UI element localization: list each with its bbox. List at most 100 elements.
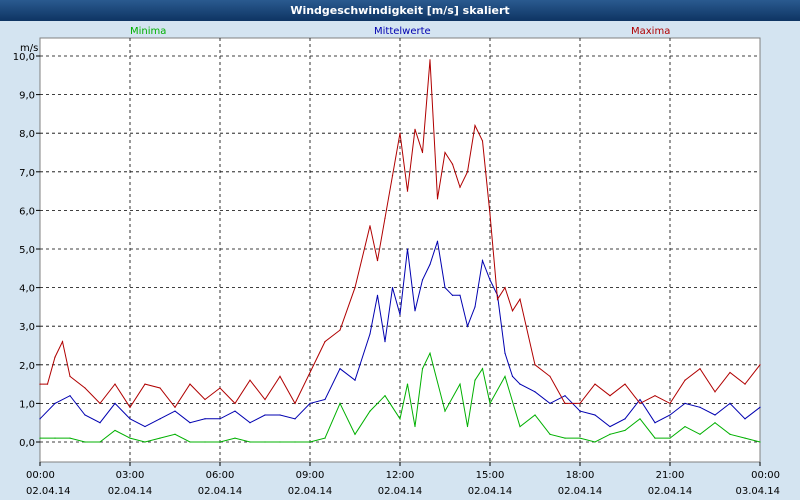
data-point — [519, 298, 521, 300]
data-point — [421, 279, 424, 281]
data-point — [519, 425, 521, 428]
series-points — [39, 59, 761, 443]
data-point — [466, 171, 469, 173]
y-axis: 0,0 1,0 2,0 3,0 4,0 5,0 6,0 7,0 8,0 9,0 10,0 — [13, 52, 40, 449]
data-point — [46, 383, 49, 385]
data-point — [534, 414, 536, 416]
data-point — [99, 422, 101, 424]
data-point — [744, 437, 746, 439]
data-point — [369, 225, 371, 227]
data-point — [204, 418, 206, 420]
data-point — [579, 402, 581, 404]
data-point — [669, 414, 671, 416]
data-point — [459, 186, 461, 188]
data-point — [399, 314, 401, 316]
data-point — [421, 151, 424, 154]
data-point — [729, 371, 731, 374]
data-point — [744, 383, 746, 385]
data-point — [489, 213, 491, 215]
data-point — [549, 375, 551, 377]
data-point — [279, 441, 281, 443]
data-point — [219, 418, 221, 420]
y-tick-label: 9,0 — [19, 91, 35, 102]
x-tick-date: 02.04.14 — [378, 486, 423, 497]
data-point — [609, 433, 611, 435]
data-point — [376, 294, 379, 296]
data-point — [264, 414, 266, 416]
data-point — [204, 398, 206, 401]
x-tick-time: 00:00 — [26, 470, 55, 481]
data-point — [669, 402, 671, 404]
data-point — [339, 368, 341, 370]
data-point — [294, 441, 296, 443]
data-point — [54, 356, 56, 358]
data-point — [384, 217, 386, 219]
data-point — [114, 402, 116, 404]
data-point — [339, 329, 341, 331]
data-point — [249, 422, 251, 424]
data-point — [429, 263, 431, 266]
legend-mean: Mittelwerte — [374, 26, 431, 37]
legend-maxima: Maxima — [631, 26, 671, 37]
x-tick-time: 00:00 — [751, 470, 780, 481]
data-point — [39, 383, 41, 385]
y-tick-label: 8,0 — [19, 129, 35, 140]
data-point — [504, 375, 506, 377]
data-point — [174, 406, 176, 408]
data-point — [99, 441, 101, 443]
y-tick-label: 4,0 — [19, 284, 35, 295]
data-point — [324, 341, 326, 343]
data-point — [384, 341, 386, 343]
x-tick-time: 12:00 — [386, 470, 415, 481]
data-point — [129, 437, 131, 439]
data-point — [324, 437, 326, 439]
data-point — [481, 368, 484, 370]
data-point — [399, 418, 401, 420]
y-tick-label: 0,0 — [19, 438, 35, 449]
data-point — [294, 402, 296, 404]
data-point — [114, 429, 116, 432]
data-point — [189, 422, 191, 424]
data-point — [534, 391, 536, 393]
x-tick-date: 02.04.14 — [288, 486, 333, 497]
data-point — [654, 395, 656, 397]
data-point — [564, 402, 566, 404]
data-point — [219, 387, 221, 389]
data-point — [699, 368, 701, 370]
data-point — [406, 248, 409, 250]
data-point — [459, 383, 461, 385]
x-tick-time: 06:00 — [206, 470, 235, 481]
data-point — [189, 441, 191, 443]
x-tick-time: 03:00 — [116, 470, 145, 481]
data-point — [504, 352, 506, 354]
data-point — [549, 402, 551, 404]
data-point — [61, 341, 64, 343]
data-point — [234, 410, 236, 412]
data-point — [474, 379, 476, 381]
data-point — [54, 402, 56, 404]
data-point — [429, 352, 431, 354]
data-point — [489, 402, 491, 404]
x-tick-time: 15:00 — [476, 470, 505, 481]
x-tick-date: 03.04.14 — [735, 486, 780, 497]
data-point — [564, 395, 566, 397]
y-tick-label: 3,0 — [19, 322, 35, 333]
data-point — [639, 402, 641, 404]
y-tick-label: 6,0 — [19, 206, 35, 217]
data-point — [384, 395, 386, 397]
data-point — [474, 124, 476, 127]
y-axis-unit: m/s — [20, 43, 38, 54]
data-point — [444, 410, 446, 412]
data-point — [406, 383, 409, 385]
x-tick-date: 02.04.14 — [26, 486, 71, 497]
x-tick-date: 02.04.14 — [558, 486, 603, 497]
data-point — [309, 371, 311, 374]
data-point — [549, 433, 551, 435]
data-point — [69, 395, 71, 397]
data-point — [466, 325, 469, 327]
data-point — [399, 132, 401, 134]
data-point — [699, 433, 701, 435]
data-point — [639, 398, 641, 401]
data-point — [714, 391, 716, 393]
data-point — [279, 375, 281, 377]
